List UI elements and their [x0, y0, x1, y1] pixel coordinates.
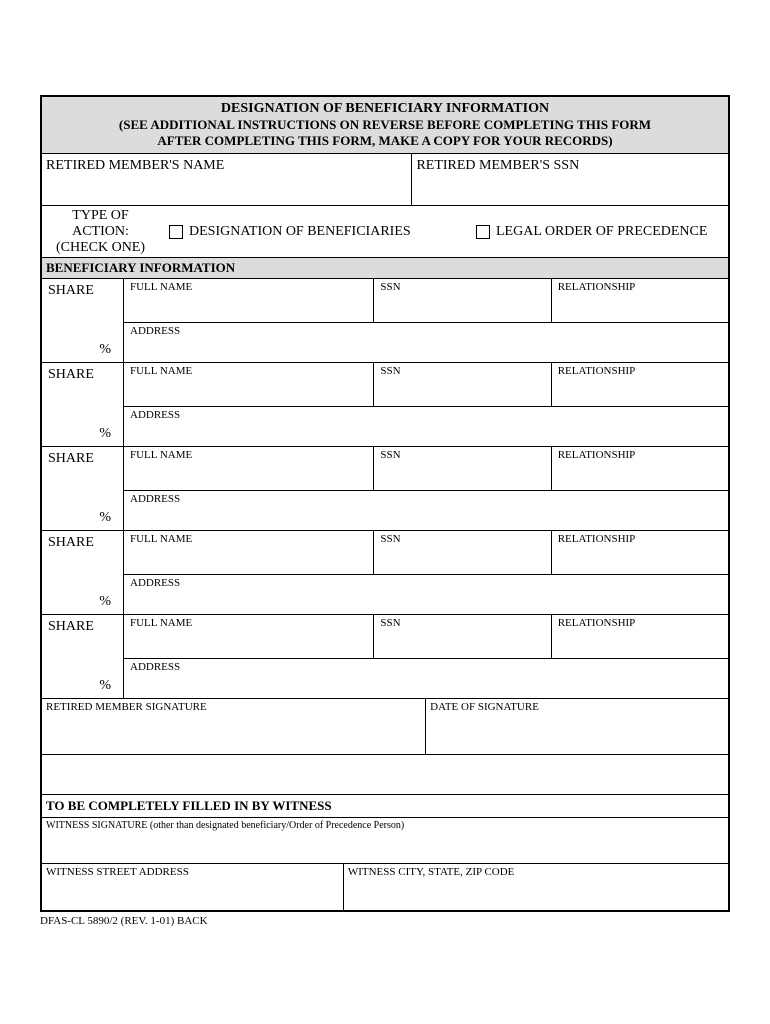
witness-band: TO BE COMPLETELY FILLED IN BY WITNESS: [42, 795, 728, 818]
beneficiary-details: FULL NAME SSN RELATIONSHIP ADDRESS: [124, 447, 728, 531]
header-title: DESIGNATION OF BENEFICIARY INFORMATION: [50, 101, 720, 117]
share-pct: %: [48, 594, 117, 610]
action-label3: (CHECK ONE): [56, 240, 145, 256]
share-cell[interactable]: SHARE %: [42, 279, 124, 363]
witness-street-cell[interactable]: WITNESS STREET ADDRESS: [42, 864, 344, 910]
blank-row: [42, 755, 728, 795]
header-sub2: AFTER COMPLETING THIS FORM, MAKE A COPY …: [50, 133, 720, 149]
relationship-cell[interactable]: RELATIONSHIP: [552, 279, 728, 323]
share-cell[interactable]: SHARE %: [42, 363, 124, 447]
signature-date-label: DATE OF SIGNATURE: [430, 701, 539, 713]
share-label: SHARE: [48, 283, 117, 299]
beneficiary-band: BENEFICIARY INFORMATION: [42, 258, 728, 279]
share-cell[interactable]: SHARE %: [42, 615, 124, 699]
action-option2-cell[interactable]: LEGAL ORDER OF PRECEDENCE: [468, 206, 728, 258]
member-name-label: RETIRED MEMBER'S NAME: [46, 158, 224, 173]
relationship-cell[interactable]: RELATIONSHIP: [552, 363, 728, 407]
share-pct: %: [48, 426, 117, 442]
action-label2: ACTION:: [72, 224, 129, 240]
share-label: SHARE: [48, 619, 117, 635]
fullname-cell[interactable]: FULL NAME: [124, 615, 374, 659]
form-header: DESIGNATION OF BENEFICIARY INFORMATION (…: [42, 97, 728, 154]
action-option2: LEGAL ORDER OF PRECEDENCE: [496, 224, 707, 240]
action-label-cell: TYPE OF ACTION: (CHECK ONE): [42, 206, 159, 258]
fullname-cell[interactable]: FULL NAME: [124, 363, 374, 407]
share-label: SHARE: [48, 451, 117, 467]
ssn-cell[interactable]: SSN: [374, 363, 551, 407]
fullname-cell[interactable]: FULL NAME: [124, 279, 374, 323]
share-pct: %: [48, 678, 117, 694]
address-cell[interactable]: ADDRESS: [124, 407, 728, 447]
share-pct: %: [48, 342, 117, 358]
form-footer: DFAS-CL 5890/2 (REV. 1-01) BACK: [40, 912, 730, 927]
ssn-cell[interactable]: SSN: [374, 279, 551, 323]
share-cell[interactable]: SHARE %: [42, 531, 124, 615]
signature-row: RETIRED MEMBER SIGNATURE DATE OF SIGNATU…: [42, 699, 728, 755]
header-sub1: (SEE ADDITIONAL INSTRUCTIONS ON REVERSE …: [50, 117, 720, 133]
beneficiary-details: FULL NAME SSN RELATIONSHIP ADDRESS: [124, 531, 728, 615]
ssn-cell[interactable]: SSN: [374, 447, 551, 491]
beneficiary-row-3: SHARE % FULL NAME SSN RELATIONSHIP ADDRE…: [42, 447, 728, 531]
fullname-cell[interactable]: FULL NAME: [124, 531, 374, 575]
member-row: RETIRED MEMBER'S NAME RETIRED MEMBER'S S…: [42, 154, 728, 206]
form-container: DESIGNATION OF BENEFICIARY INFORMATION (…: [40, 95, 730, 912]
action-option1-cell[interactable]: DESIGNATION OF BENEFICIARIES: [159, 206, 468, 258]
relationship-cell[interactable]: RELATIONSHIP: [552, 531, 728, 575]
witness-city-label: WITNESS CITY, STATE, ZIP CODE: [348, 866, 515, 878]
checkbox-legal-order[interactable]: [476, 225, 490, 239]
address-cell[interactable]: ADDRESS: [124, 323, 728, 363]
fullname-cell[interactable]: FULL NAME: [124, 447, 374, 491]
beneficiary-details: FULL NAME SSN RELATIONSHIP ADDRESS: [124, 615, 728, 699]
witness-signature-cell[interactable]: WITNESS SIGNATURE (other than designated…: [42, 818, 728, 864]
witness-street-label: WITNESS STREET ADDRESS: [46, 866, 189, 878]
signature-date-cell[interactable]: DATE OF SIGNATURE: [426, 699, 728, 755]
member-name-cell[interactable]: RETIRED MEMBER'S NAME: [42, 154, 412, 206]
share-label: SHARE: [48, 367, 117, 383]
witness-city-cell[interactable]: WITNESS CITY, STATE, ZIP CODE: [344, 864, 728, 910]
member-ssn-cell[interactable]: RETIRED MEMBER'S SSN: [412, 154, 728, 206]
ssn-cell[interactable]: SSN: [374, 615, 551, 659]
beneficiary-row-1: SHARE % FULL NAME SSN RELATIONSHIP ADDRE…: [42, 279, 728, 363]
action-label1: TYPE OF: [72, 208, 128, 224]
address-cell[interactable]: ADDRESS: [124, 575, 728, 615]
beneficiary-row-2: SHARE % FULL NAME SSN RELATIONSHIP ADDRE…: [42, 363, 728, 447]
share-pct: %: [48, 510, 117, 526]
share-cell[interactable]: SHARE %: [42, 447, 124, 531]
member-ssn-label: RETIRED MEMBER'S SSN: [416, 158, 579, 173]
beneficiary-details: FULL NAME SSN RELATIONSHIP ADDRESS: [124, 363, 728, 447]
relationship-cell[interactable]: RELATIONSHIP: [552, 447, 728, 491]
beneficiary-row-4: SHARE % FULL NAME SSN RELATIONSHIP ADDRE…: [42, 531, 728, 615]
relationship-cell[interactable]: RELATIONSHIP: [552, 615, 728, 659]
member-signature-label: RETIRED MEMBER SIGNATURE: [46, 701, 207, 713]
member-signature-cell[interactable]: RETIRED MEMBER SIGNATURE: [42, 699, 426, 755]
beneficiary-row-5: SHARE % FULL NAME SSN RELATIONSHIP ADDRE…: [42, 615, 728, 699]
share-label: SHARE: [48, 535, 117, 551]
ssn-cell[interactable]: SSN: [374, 531, 551, 575]
witness-address-row: WITNESS STREET ADDRESS WITNESS CITY, STA…: [42, 864, 728, 910]
address-cell[interactable]: ADDRESS: [124, 659, 728, 699]
action-row: TYPE OF ACTION: (CHECK ONE) DESIGNATION …: [42, 206, 728, 258]
address-cell[interactable]: ADDRESS: [124, 491, 728, 531]
beneficiary-details: FULL NAME SSN RELATIONSHIP ADDRESS: [124, 279, 728, 363]
witness-signature-label: WITNESS SIGNATURE (other than designated…: [46, 820, 404, 831]
action-option1: DESIGNATION OF BENEFICIARIES: [189, 224, 411, 240]
checkbox-designation[interactable]: [169, 225, 183, 239]
